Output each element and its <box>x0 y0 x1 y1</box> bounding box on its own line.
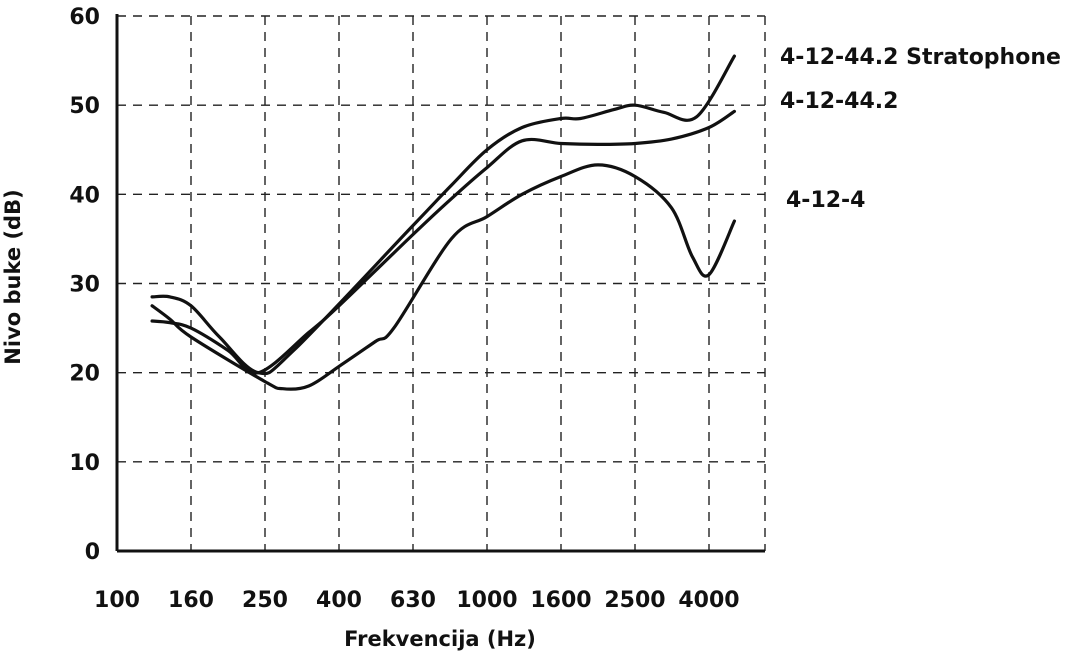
series-label-3: 4-12-4 <box>786 188 866 213</box>
x-tick-label: 4000 <box>678 588 739 613</box>
grid <box>117 15 766 551</box>
series-lines <box>150 54 736 391</box>
x-axis-label: Frekvencija (Hz) <box>344 627 536 651</box>
series-label-2: 4-12-44.2 <box>780 89 898 114</box>
x-tick-label: 2500 <box>604 588 665 613</box>
y-axis-label: Nivo buke (dB) <box>1 189 25 364</box>
series-line-3 <box>150 163 736 391</box>
y-tick-label: 40 <box>69 183 100 208</box>
x-tick-label: 250 <box>242 588 288 613</box>
x-tick-label: 400 <box>316 588 362 613</box>
axes <box>115 14 765 553</box>
y-tick-labels: 0 10 20 30 40 50 60 <box>69 5 100 565</box>
y-tick-label: 0 <box>85 540 100 565</box>
series-line-2 <box>150 109 736 375</box>
x-tick-label: 160 <box>168 588 214 613</box>
y-tick-label: 60 <box>69 5 100 30</box>
y-tick-label: 20 <box>69 362 100 387</box>
x-tick-label: 100 <box>94 588 140 613</box>
x-tick-label: 630 <box>390 588 436 613</box>
series-line-1 <box>150 54 736 376</box>
x-tick-label: 1600 <box>530 588 591 613</box>
x-tick-label: 1000 <box>456 588 517 613</box>
series-label-1: 4-12-44.2 Stratophone <box>780 45 1061 70</box>
y-tick-label: 50 <box>69 94 100 119</box>
y-tick-label: 30 <box>69 273 100 298</box>
series-labels: 4-12-44.2 Stratophone 4-12-44.2 4-12-4 <box>780 45 1061 213</box>
x-tick-labels: 100 160 250 400 630 1000 1600 2500 4000 <box>94 588 740 613</box>
y-tick-label: 10 <box>69 451 100 476</box>
